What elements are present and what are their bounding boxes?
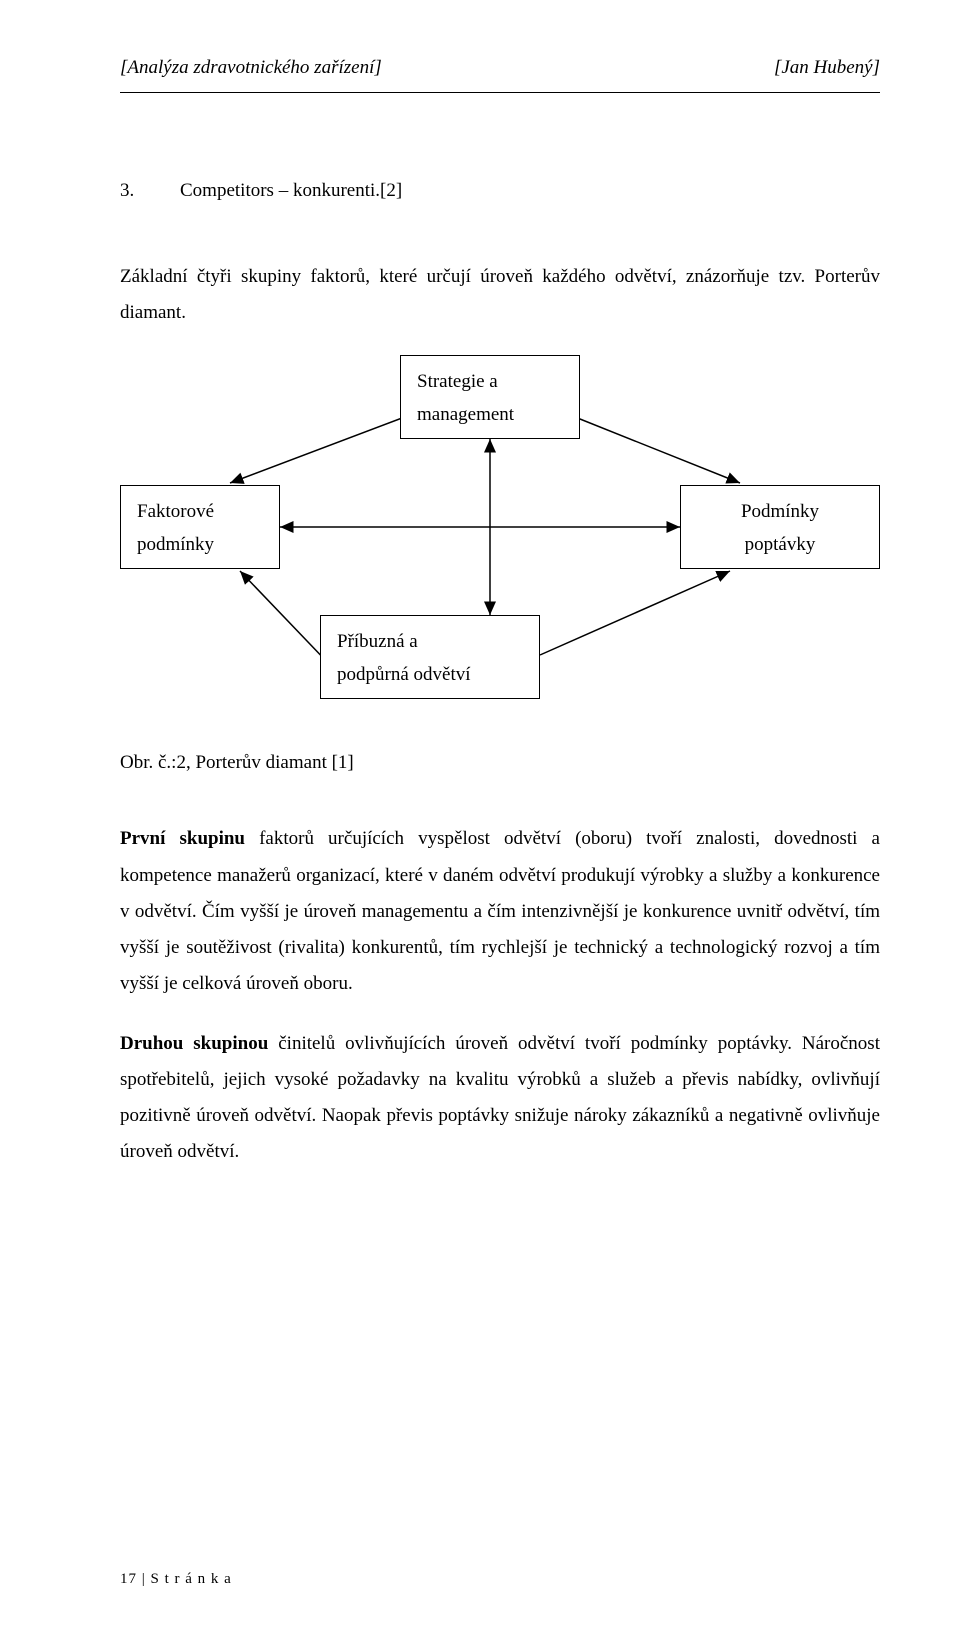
running-header: [Analýza zdravotnického zařízení] [Jan H… [120, 50, 880, 86]
spacer [120, 811, 880, 821]
node-line: podpůrná odvětví [337, 659, 523, 691]
item-number: 3. [120, 173, 180, 209]
node-line: Příbuzná a [337, 626, 523, 658]
header-rule [120, 92, 880, 93]
header-left: [Analýza zdravotnického zařízení] [120, 50, 382, 86]
node-line: Podmínky [697, 496, 863, 528]
node-line: poptávky [697, 529, 863, 561]
node-line: management [417, 399, 563, 431]
spacer [120, 133, 880, 173]
para-lead: Druhou skupinou [120, 1033, 268, 1054]
node-demand-conditions: Podmínky poptávky [680, 485, 880, 569]
spacer [120, 239, 880, 259]
figure-caption: Obr. č.:2, Porterův diamant [1] [120, 745, 880, 781]
paragraph-second-group: Druhou skupinou činitelů ovlivňujících ú… [120, 1026, 880, 1170]
paragraph-first-group: První skupinu faktorů určujících vyspělo… [120, 821, 880, 1001]
porter-diamond-diagram: Strategie a management Faktorové podmínk… [120, 355, 880, 715]
numbered-item: 3. Competitors – konkurenti.[2] [120, 173, 880, 209]
node-line: Faktorové [137, 496, 263, 528]
page-footer: 17 | S t r á n k a [120, 1565, 232, 1594]
node-line: Strategie a [417, 366, 563, 398]
page: [Analýza zdravotnického zařízení] [Jan H… [0, 0, 960, 1633]
node-line: podmínky [137, 529, 263, 561]
para-lead: První skupinu [120, 828, 245, 849]
para-body: faktorů určujících vyspělost odvětví (ob… [120, 828, 880, 993]
node-related-industries: Příbuzná a podpůrná odvětví [320, 615, 540, 699]
node-strategy-management: Strategie a management [400, 355, 580, 439]
intro-paragraph: Základní čtyři skupiny faktorů, které ur… [120, 259, 880, 331]
header-right: [Jan Hubený] [774, 50, 880, 86]
item-text: Competitors – konkurenti.[2] [180, 173, 402, 209]
node-factor-conditions: Faktorové podmínky [120, 485, 280, 569]
